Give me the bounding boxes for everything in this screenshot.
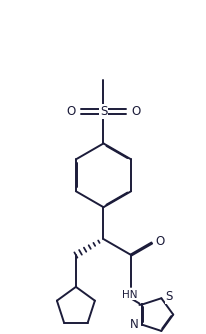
Text: N: N — [129, 318, 138, 331]
Text: HN: HN — [121, 290, 137, 300]
Text: S: S — [165, 290, 172, 303]
Text: O: O — [131, 105, 140, 118]
Text: S: S — [99, 105, 107, 118]
Text: O: O — [66, 105, 75, 118]
Text: O: O — [154, 235, 163, 248]
